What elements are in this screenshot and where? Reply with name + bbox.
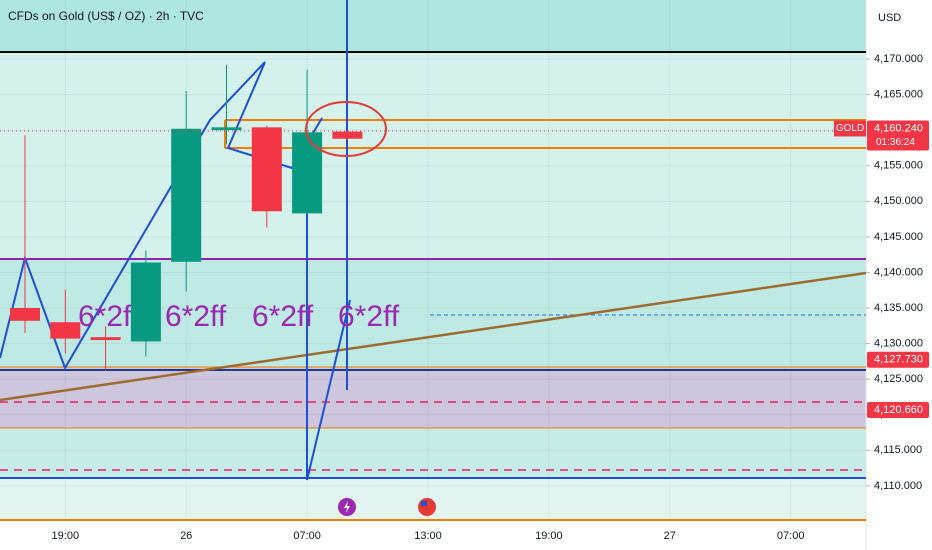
y-tick-label: 4,155.000 — [874, 160, 923, 172]
y-tick-label: 4,125.000 — [874, 373, 923, 385]
y-tick-label: 4,150.000 — [874, 195, 923, 207]
candle-body — [211, 127, 242, 131]
event-icon-glyph — [421, 501, 427, 506]
annotation: 6*2ff — [252, 300, 314, 333]
event-icon-glyph — [344, 501, 350, 513]
price-label-bg — [867, 402, 929, 419]
price-label-bg — [867, 351, 929, 368]
trendline — [0, 271, 867, 402]
countdown: 01:36:24 — [876, 137, 915, 148]
candle-body — [90, 337, 121, 341]
candle-body — [292, 132, 323, 214]
x-tick-label: 27 — [664, 530, 676, 542]
candle-body — [332, 131, 363, 139]
trendline — [306, 299, 351, 481]
x-tick-label: 19:00 — [52, 530, 80, 542]
drawings — [0, 0, 867, 521]
band — [0, 0, 866, 52]
band — [0, 367, 866, 428]
price-label: 4,160.240 — [874, 122, 923, 134]
y-tick-label: 4,145.000 — [874, 231, 923, 243]
x-tick-label: 07:00 — [777, 530, 805, 542]
annotation: 6*2ff — [165, 300, 227, 333]
x-tick-label: 13:00 — [414, 530, 442, 542]
y-tick-label: 4,130.000 — [874, 337, 923, 349]
chart-title: CFDs on Gold (US$ / OZ) · 2h · TVC — [8, 9, 204, 23]
y-tick-label: 4,165.000 — [874, 89, 923, 101]
price-label-bg — [867, 120, 929, 151]
highlight-ellipse — [305, 101, 387, 157]
event-icon[interactable] — [418, 498, 436, 516]
time-axis — [0, 520, 866, 550]
y-tick-label: 4,115.000 — [874, 444, 922, 456]
price-axis — [866, 0, 932, 550]
symbol-tag: GOLD — [836, 123, 864, 134]
price-label: 4,127.730 — [874, 354, 923, 366]
x-tick-label: 07:00 — [293, 530, 321, 542]
y-tick-label: 4,135.000 — [874, 302, 923, 314]
annotation: 6*2ff — [78, 300, 140, 333]
y-axis-label: USD — [878, 12, 901, 24]
y-tick-label: 4,110.000 — [874, 480, 922, 492]
y-tick-label: 4,140.000 — [874, 266, 923, 278]
tag-bg — [834, 120, 866, 137]
candle-body — [10, 308, 40, 321]
y-tick-label: 4,170.000 — [874, 53, 923, 65]
candle-body — [130, 262, 161, 342]
annotation: 6*2ff — [338, 300, 400, 333]
candle-body — [50, 322, 81, 339]
band — [0, 52, 866, 259]
candle-body — [171, 128, 202, 262]
x-tick-label: 26 — [180, 530, 192, 542]
x-tick-label: 19:00 — [535, 530, 563, 542]
candle-body — [251, 127, 282, 212]
price-label: 4,120.660 — [874, 404, 923, 416]
